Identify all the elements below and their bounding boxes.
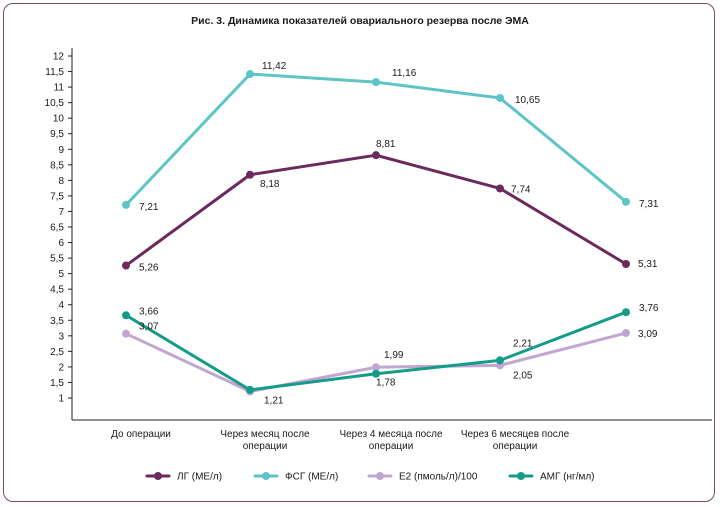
data-point [622, 329, 630, 338]
y-tick-label: 6,5 [50, 223, 64, 234]
data-point [622, 308, 630, 317]
y-tick-label: 3,5 [50, 316, 64, 327]
data-label: 11,42 [262, 61, 287, 72]
x-category-label: операции [493, 441, 538, 452]
data-label: 5,31 [638, 259, 658, 270]
y-tick-label: 11 [54, 83, 65, 94]
x-category-label: Через 6 месяцев после [461, 429, 570, 440]
data-label: 3,09 [638, 329, 658, 340]
data-label: 8,81 [376, 139, 396, 150]
y-tick-label: 6 [58, 238, 64, 249]
data-point [496, 93, 504, 102]
data-label: 7,74 [511, 184, 531, 195]
x-category-label: операции [243, 441, 288, 452]
data-label: 3,76 [639, 303, 659, 314]
data-point [122, 261, 130, 270]
y-tick-label: 3 [58, 331, 64, 342]
y-tick-label: 10 [53, 114, 65, 125]
data-point [372, 363, 380, 372]
data-label: 3,07 [139, 322, 159, 333]
data-label: 8,18 [260, 179, 280, 190]
y-tick-label: 4 [58, 300, 64, 311]
y-tick-label: 12 [53, 52, 65, 63]
data-point [122, 329, 130, 338]
y-tick-label: 10,5 [45, 98, 65, 109]
data-label: 7,31 [639, 199, 659, 210]
data-point [122, 311, 130, 320]
chart-frame [3, 3, 715, 502]
data-label: 7,21 [139, 202, 159, 213]
data-label: 1,21 [264, 395, 284, 406]
y-tick-label: 2 [58, 362, 64, 373]
y-tick-label: 9,5 [50, 129, 64, 140]
y-tick-label: 8,5 [50, 160, 64, 171]
legend-marker [517, 472, 525, 480]
data-point [372, 151, 380, 160]
x-category-label: До операции [111, 429, 171, 440]
data-label: 2,05 [513, 370, 533, 381]
legend-marker [376, 472, 384, 480]
y-tick-label: 5,5 [50, 254, 64, 265]
y-tick-label: 9 [58, 145, 64, 156]
legend-marker [262, 472, 270, 480]
y-tick-label: 4,5 [50, 285, 64, 296]
legend-label: ЛГ (МЕ/л) [177, 472, 222, 483]
series-line [124, 153, 628, 268]
y-tick-label: 1 [58, 394, 64, 405]
data-point [496, 356, 504, 365]
legend-label: ФСГ (МЕ/л) [285, 472, 338, 483]
data-label: 1,99 [384, 350, 404, 361]
legend-label: E2 (пмоль/л)/100 [399, 472, 478, 483]
x-category-label: Через 4 месяца после [339, 429, 443, 440]
y-tick-label: 1,5 [50, 378, 64, 389]
y-tick-label: 8 [58, 176, 64, 187]
data-point [372, 78, 380, 87]
data-label: 11,16 [392, 68, 417, 79]
data-point [122, 200, 130, 209]
data-label: 3,66 [139, 306, 159, 317]
legend-marker [154, 472, 162, 480]
y-tick-label: 7,5 [50, 191, 64, 202]
x-category-label: Через месяц после [220, 429, 310, 440]
data-point [246, 170, 254, 179]
data-label: 10,65 [515, 95, 540, 106]
data-point [622, 197, 630, 206]
data-point [246, 385, 254, 394]
data-point [372, 369, 380, 378]
x-category-label: операции [369, 441, 414, 452]
y-tick-label: 7 [58, 207, 64, 218]
data-label: 1,78 [376, 378, 396, 389]
data-label: 5,26 [139, 263, 159, 274]
data-point [496, 184, 504, 193]
y-tick-label: 2,5 [50, 347, 64, 358]
data-point [246, 70, 254, 79]
chart-title: Рис. 3. Динамика показателей овариальног… [191, 15, 529, 27]
legend-label: АМГ (нг/мл) [540, 472, 595, 483]
data-label: 2,21 [513, 338, 533, 349]
y-tick-label: 5 [58, 269, 64, 280]
data-point [622, 259, 630, 268]
y-tick-label: 11,5 [45, 67, 64, 78]
